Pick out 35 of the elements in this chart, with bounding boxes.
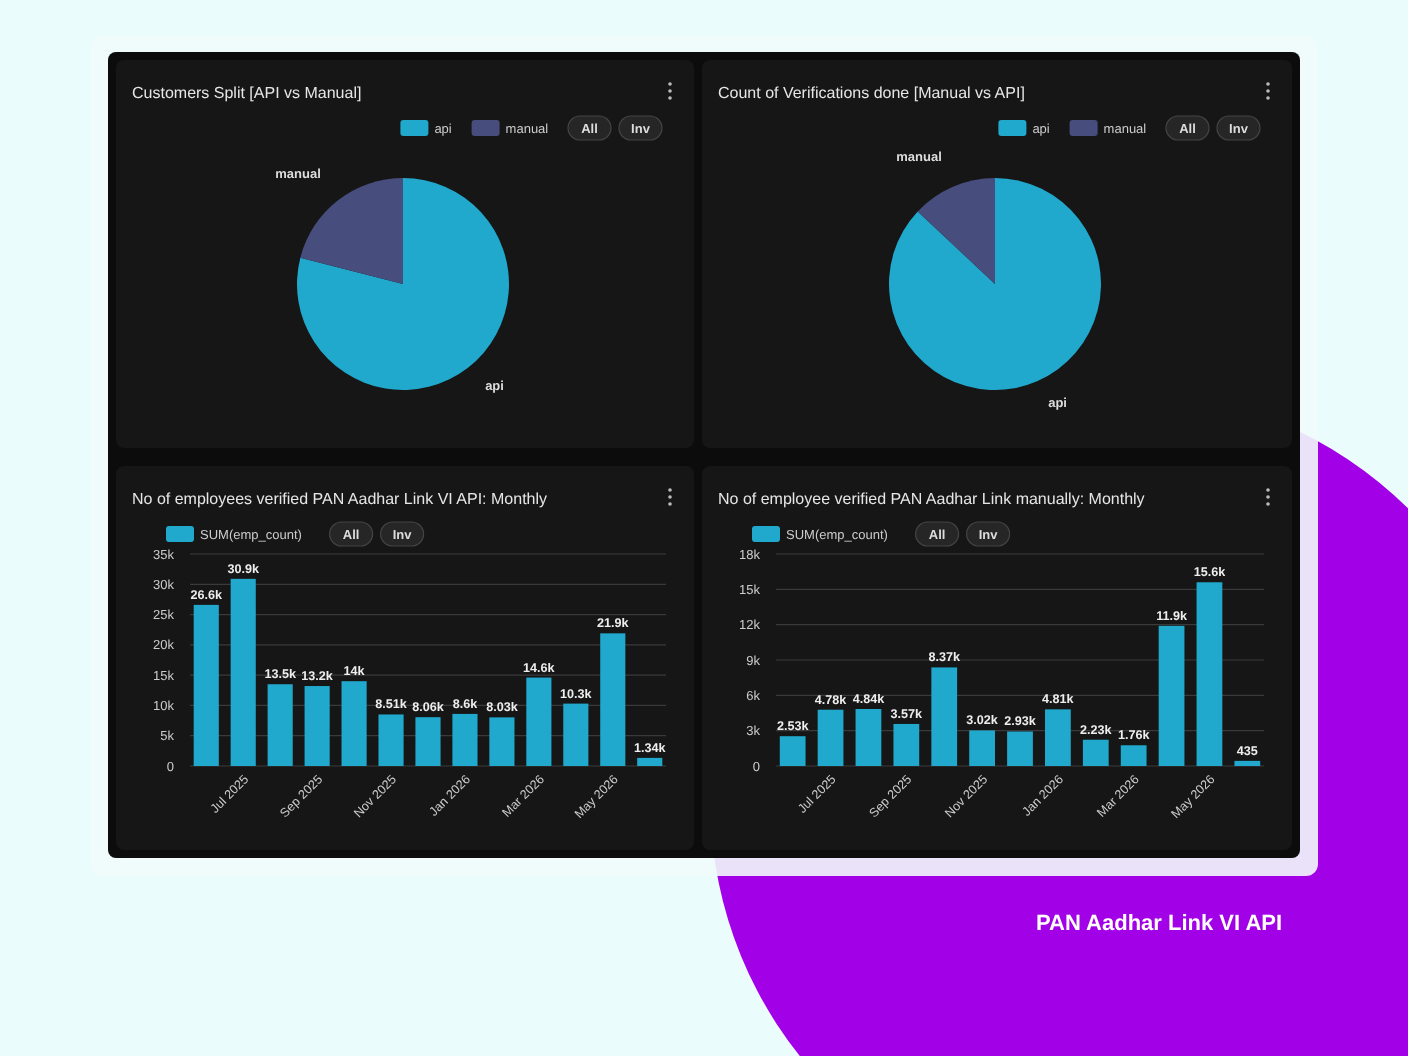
chart-title: Count of Verifications done [Manual vs API] (718, 84, 1025, 102)
bar (637, 757, 663, 766)
bar (1120, 745, 1147, 766)
bar (415, 717, 441, 766)
bar (855, 709, 882, 766)
bar (893, 723, 920, 766)
bar (563, 703, 589, 766)
text: PAN Aadhar Link VI API (1036, 912, 1283, 936)
chart-title: No of employees verified PAN Aadhar Link VI API: Monthly (132, 490, 548, 508)
bar (1045, 709, 1071, 766)
bar (600, 633, 626, 766)
bar (267, 684, 293, 766)
chart-title: No of employee verified PAN Aadhar Link manually: Monthly (718, 490, 1145, 508)
bar (341, 681, 367, 766)
bar (230, 578, 256, 766)
bar (304, 686, 330, 766)
bar (1196, 582, 1223, 766)
bar (526, 677, 552, 766)
bar (931, 667, 958, 766)
bar (1007, 731, 1033, 766)
bar (1158, 625, 1185, 766)
bar (489, 717, 515, 766)
chart-title: Customers Split [API vs Manual] (132, 84, 362, 102)
bar (193, 604, 219, 766)
pie-slice (917, 178, 995, 284)
bar (969, 730, 995, 766)
bar (452, 713, 478, 766)
bar (1082, 739, 1109, 766)
bar (779, 736, 806, 766)
bar (378, 714, 404, 766)
bar (1234, 760, 1261, 766)
bar (817, 709, 844, 766)
pie-slice (297, 178, 509, 390)
pie-slice (889, 178, 1101, 390)
pie-slice (300, 178, 403, 284)
